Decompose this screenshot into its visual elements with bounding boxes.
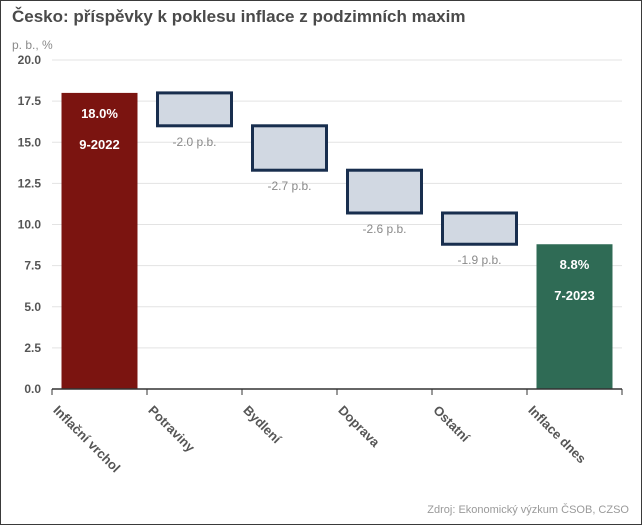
y-tick-label: 12.5: [18, 176, 42, 190]
bar-value-label: -2.6 p.b.: [362, 222, 406, 236]
x-category-label: Ostatní: [430, 403, 473, 446]
y-tick-label: 10.0: [18, 218, 42, 232]
source-note: Zdroj: Ekonomický výzkum ČSOB, CZSO: [427, 504, 629, 516]
bar-value-label: -2.0 p.b.: [172, 135, 216, 149]
bar-date-label: 7-2023: [554, 288, 594, 303]
x-category-label: Bydlení: [240, 403, 284, 447]
bar-value-label: -2.7 p.b.: [267, 179, 311, 193]
x-category-label: Doprava: [335, 403, 383, 451]
x-category-label: Inflace dnes: [525, 403, 589, 467]
y-tick-label: 17.5: [18, 94, 42, 108]
y-tick-label: 5.0: [24, 300, 41, 314]
bar-value-label: 8.8%: [560, 257, 590, 272]
step-bar: [346, 168, 423, 215]
bar-date-label: 9-2022: [79, 137, 119, 152]
y-tick-label: 15.0: [18, 135, 42, 149]
bar-value-label: -1.9 p.b.: [457, 253, 501, 267]
step-bar: [156, 91, 233, 128]
step-bar: [441, 211, 518, 246]
y-axis-unit-label: p. b., %: [12, 38, 53, 52]
y-tick-label: 20.0: [18, 53, 42, 67]
bar-value-label: 18.0%: [81, 106, 118, 121]
step-bar: [251, 124, 328, 172]
x-category-label: Inflační vrchol: [50, 403, 123, 476]
y-tick-label: 0.0: [24, 382, 41, 396]
x-category-label: Potraviny: [145, 403, 198, 456]
y-tick-label: 7.5: [24, 259, 41, 273]
total-bar: [536, 244, 613, 389]
chart-title: Česko: příspěvky k poklesu inflace z pod…: [12, 7, 466, 26]
total-bar: [61, 92, 138, 390]
y-tick-label: 2.5: [24, 341, 41, 355]
